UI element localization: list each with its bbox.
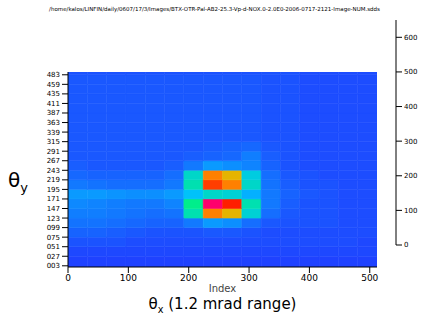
svg-text:027: 027 [47,253,60,261]
svg-text:051: 051 [47,243,60,251]
svg-text:500: 500 [361,273,378,283]
svg-text:291: 291 [47,148,60,156]
svg-text:300: 300 [404,138,417,146]
svg-text:200: 200 [180,273,197,283]
svg-text:123: 123 [47,215,60,223]
svg-text:171: 171 [47,195,60,203]
svg-text:411: 411 [47,100,60,108]
svg-text:267: 267 [47,157,60,165]
svg-text:243: 243 [47,167,60,175]
svg-text:100: 100 [120,273,137,283]
svg-text:483: 483 [47,71,60,79]
svg-text:500: 500 [404,68,417,76]
svg-text:0: 0 [65,273,71,283]
svg-text:147: 147 [47,205,60,213]
svg-text:075: 075 [47,234,60,242]
svg-text:0: 0 [404,241,408,249]
svg-text:387: 387 [47,109,60,117]
svg-text:100: 100 [404,207,417,215]
svg-text:363: 363 [47,119,60,127]
svg-text:219: 219 [47,176,60,184]
svg-text:435: 435 [47,90,60,98]
svg-text:003: 003 [47,262,60,270]
svg-text:400: 400 [404,103,417,111]
svg-text:200: 200 [404,172,417,180]
svg-text:300: 300 [240,273,257,283]
html-text:Index: Index [208,283,237,294]
svg-text:400: 400 [301,273,318,283]
svg-text:339: 339 [47,129,60,137]
svg-text:195: 195 [47,186,60,194]
svg-text:099: 099 [47,224,60,232]
html-text:θx(1.2 mrad range): θx(1.2 mrad range) [148,295,297,315]
html-text:/home/kalos/LINFIN/daily/0607/: /home/kalos/LINFIN/daily/0607/17/3/Image… [49,6,380,12]
svg-text:315: 315 [47,138,60,146]
html-text:θy: θy [8,168,28,195]
svg-text:459: 459 [47,81,60,89]
svg-text:600: 600 [404,34,417,42]
